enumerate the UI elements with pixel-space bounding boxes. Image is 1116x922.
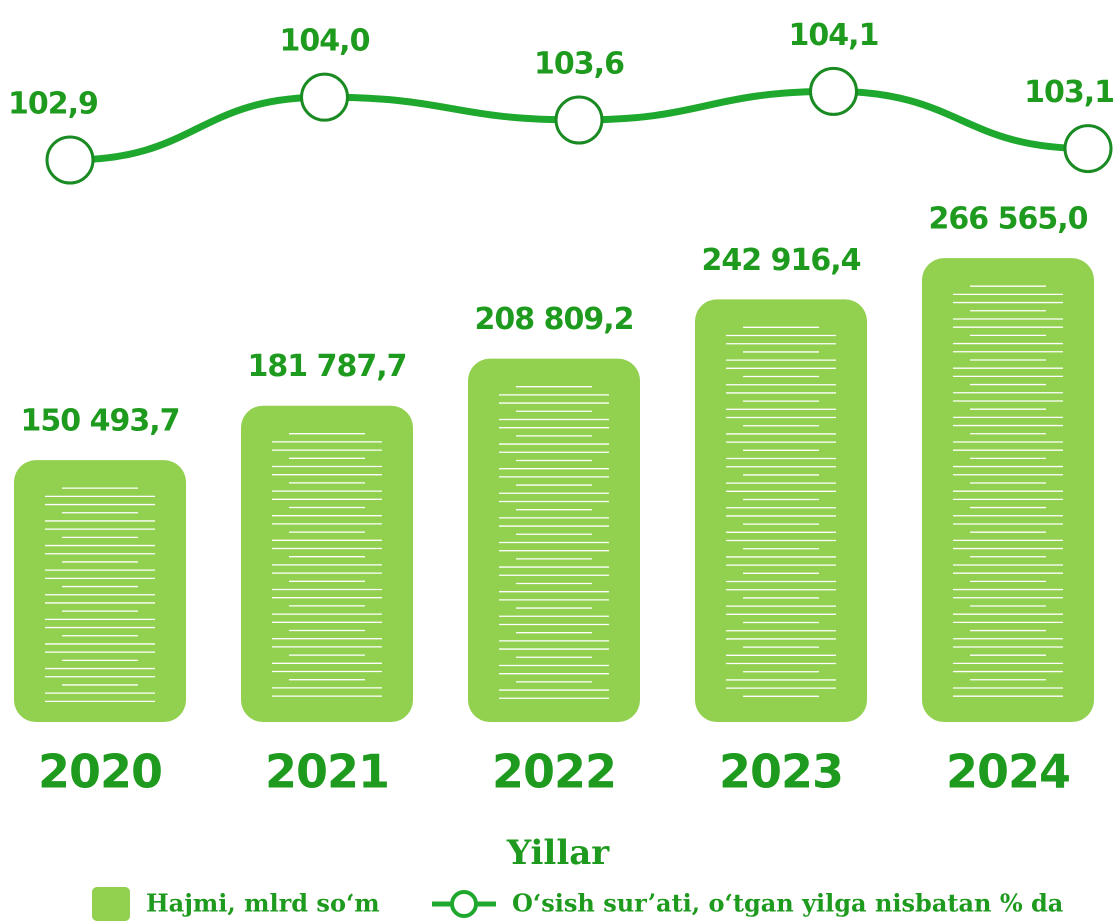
x-tick-label: 2024 (946, 745, 1070, 799)
data-label: 242 916,4 (702, 243, 861, 278)
bar (468, 358, 640, 722)
legend-marker (450, 890, 478, 918)
data-label: 208 809,2 (475, 302, 634, 337)
x-tick-label: 2023 (719, 745, 843, 799)
line-marker (300, 72, 349, 122)
data-label: 103,6 (534, 47, 624, 82)
data-label: 102,9 (8, 87, 98, 122)
data-label: 266 565,0 (929, 202, 1088, 237)
legend-label: Hajmi, mlrd so‘m (146, 889, 380, 918)
x-tick-label: 2022 (492, 745, 616, 799)
data-label: 150 493,7 (21, 404, 180, 439)
x-tick-label: 2020 (38, 745, 162, 799)
x-tick-label: 2021 (265, 745, 389, 799)
line-marker (45, 135, 95, 185)
data-label: 181 787,7 (248, 349, 407, 384)
bar (695, 299, 867, 722)
bar (241, 405, 413, 722)
bar (14, 460, 186, 722)
line-marker (1063, 124, 1113, 174)
bar (922, 258, 1094, 722)
data-label: 103,1 (1024, 75, 1114, 110)
data-label: 104,0 (280, 24, 370, 59)
legend-swatch (92, 887, 130, 921)
line-marker (554, 95, 604, 145)
data-label: 104,1 (789, 18, 879, 53)
legend-label: O‘sish sur’ati, o‘tgan yilga nisbatan % … (512, 889, 1063, 918)
line-marker (809, 66, 858, 116)
x-axis-label: Yillar (506, 833, 610, 873)
